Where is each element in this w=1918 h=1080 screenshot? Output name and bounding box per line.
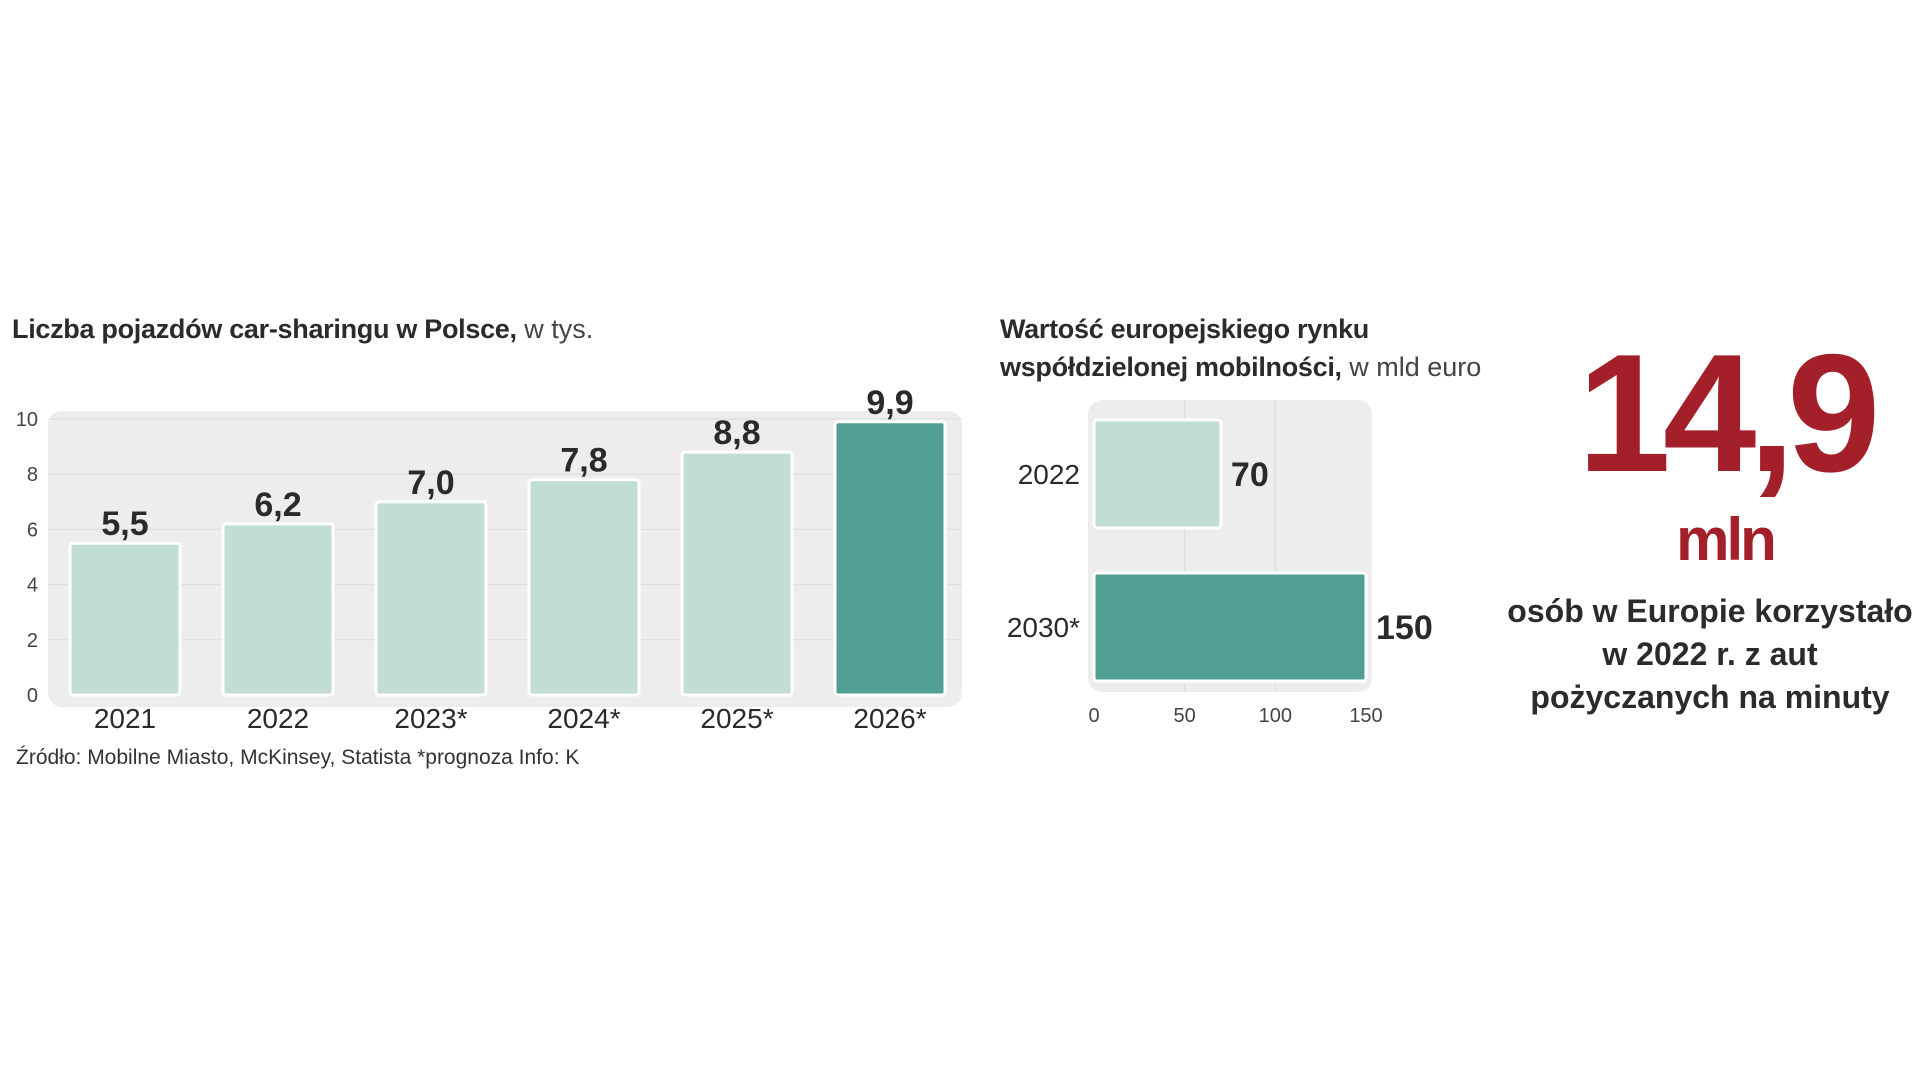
bar xyxy=(221,522,335,697)
bar xyxy=(833,420,947,697)
highlight-unit: mln xyxy=(1676,506,1777,573)
market-chart-title-unit: w mld euro xyxy=(1349,352,1482,382)
bar xyxy=(1092,418,1223,530)
x-category-label: 2024* xyxy=(547,703,620,734)
y-tick-label: 2 xyxy=(27,630,38,652)
highlight-description: osób w Europie korzystało w 2022 r. z au… xyxy=(1505,590,1915,719)
bar xyxy=(68,541,182,697)
bar-value-label: 7,8 xyxy=(560,442,607,480)
bar xyxy=(527,478,641,697)
market-chart-title-line1: Wartość europejskiego rynku xyxy=(1000,314,1370,344)
highlight-description-line: w 2022 r. z aut xyxy=(1602,636,1818,672)
highlight-description-line: pożyczanych na minuty xyxy=(1530,679,1890,715)
x-category-label: 2023* xyxy=(394,703,467,734)
y-category-label: 2022 xyxy=(1018,459,1080,490)
source-note: Źródło: Mobilne Miasto, McKinsey, Statis… xyxy=(16,746,580,769)
y-tick-label: 10 xyxy=(16,409,38,431)
bar-value-label: 150 xyxy=(1376,609,1433,647)
x-category-label: 2025* xyxy=(700,703,773,734)
bar-value-label: 5,5 xyxy=(101,505,148,543)
y-tick-label: 6 xyxy=(27,519,38,541)
bar-value-label: 9,9 xyxy=(866,384,913,422)
x-category-label: 2026* xyxy=(853,703,926,734)
bar-chart-title: Liczba pojazdów car-sharingu w Polsce, w… xyxy=(12,310,593,348)
market-value-bar-chart: 0 50 100 150 70 2022 150 2030* xyxy=(1007,400,1433,727)
bar xyxy=(374,500,488,697)
bar-chart-title-main: Liczba pojazdów car-sharingu w Polsce, xyxy=(12,314,517,344)
bar-chart-title-unit: w tys. xyxy=(524,314,594,344)
x-category-label: 2021 xyxy=(94,703,156,734)
x-tick-label: 100 xyxy=(1259,705,1292,727)
x-tick-label: 0 xyxy=(1088,705,1099,727)
y-category-label: 2030* xyxy=(1007,612,1080,643)
market-chart-title: Wartość europejskiego rynku współdzielon… xyxy=(1000,310,1481,386)
bar-value-label: 6,2 xyxy=(254,486,301,524)
y-tick-label: 4 xyxy=(27,575,38,597)
plot-area xyxy=(48,411,962,707)
x-category-label: 2022 xyxy=(247,703,309,734)
y-tick-label: 8 xyxy=(27,464,38,486)
x-tick-label: 50 xyxy=(1174,705,1196,727)
bar-value-label: 70 xyxy=(1231,456,1269,494)
bar-value-label: 7,0 xyxy=(407,464,454,502)
bar-value-label: 8,8 xyxy=(713,414,760,452)
bar xyxy=(1092,571,1368,683)
x-tick-label: 150 xyxy=(1349,705,1382,727)
market-chart-title-line2: współdzielonej mobilności, xyxy=(1000,352,1342,382)
highlight-number: 14,9 xyxy=(1577,319,1881,507)
highlight-description-line: osób w Europie korzystało xyxy=(1507,593,1913,629)
y-tick-label: 0 xyxy=(27,685,38,707)
bar xyxy=(680,450,794,697)
vehicles-bar-chart: 0 2 4 6 8 10 5,5 2021 6,2 2022 7,0 2023* 7,8 2024* 8,8… xyxy=(16,384,962,734)
